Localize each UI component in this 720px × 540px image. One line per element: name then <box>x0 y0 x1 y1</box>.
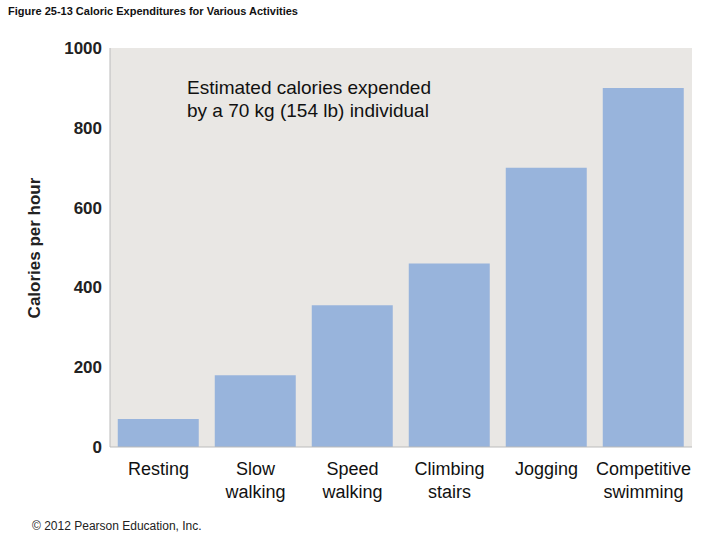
svg-text:1000: 1000 <box>64 39 102 58</box>
svg-text:Slowwalking: Slowwalking <box>224 459 285 502</box>
svg-text:Speedwalking: Speedwalking <box>321 459 382 502</box>
svg-text:Climbingstairs: Climbingstairs <box>414 459 484 502</box>
svg-text:600: 600 <box>74 199 102 218</box>
svg-text:Jogging: Jogging <box>515 459 578 479</box>
html-text:by a 70 kg (154 lb) individual: by a 70 kg (154 lb) individual <box>187 100 429 121</box>
svg-text:0: 0 <box>93 438 102 457</box>
html-text:Calories per hour: Calories per hour <box>25 177 44 319</box>
svg-text:Competitiveswimming: Competitiveswimming <box>596 459 691 502</box>
svg-text:400: 400 <box>74 278 102 297</box>
html-text:Estimated calories expended: Estimated calories expended <box>187 77 431 98</box>
html-text:© 2012 Pearson Education, Inc.: © 2012 Pearson Education, Inc. <box>32 519 202 533</box>
svg-text:200: 200 <box>74 358 102 377</box>
svg-text:Resting: Resting <box>128 459 189 479</box>
html-text:Figure 25-13 Caloric Expenditu: Figure 25-13 Caloric Expenditures for Va… <box>8 5 298 17</box>
svg-text:800: 800 <box>74 119 102 138</box>
